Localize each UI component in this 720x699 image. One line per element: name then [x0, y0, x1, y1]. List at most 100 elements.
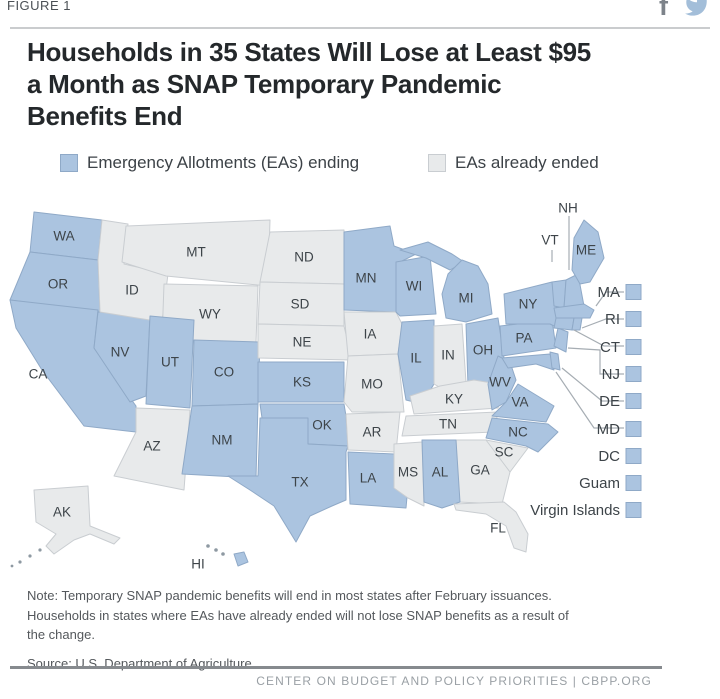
state-label-AL: AL — [432, 465, 449, 480]
state-label-SD: SD — [291, 297, 310, 312]
legend-swatch-ending-icon — [60, 154, 78, 172]
state-label-NM: NM — [212, 433, 233, 448]
state-label-TN: TN — [439, 417, 457, 432]
state-label-NH: NH — [558, 201, 578, 216]
state-NC — [485, 417, 559, 453]
state-HI — [233, 551, 249, 567]
header-divider — [10, 27, 710, 29]
state-shapes — [9, 211, 605, 567]
state-MD — [501, 353, 555, 371]
state-MA — [553, 303, 595, 319]
state-TX — [227, 417, 349, 543]
state-label-AK: AK — [53, 505, 71, 520]
state-label-MI: MI — [459, 291, 474, 306]
state-ME — [571, 219, 605, 285]
state-AL — [421, 439, 461, 509]
state-label-VT: VT — [541, 233, 558, 248]
state-label-CO: CO — [214, 365, 234, 380]
title-line: Benefits End — [27, 101, 183, 131]
callout-label-nj: NJ — [602, 366, 620, 383]
state-VA — [491, 383, 555, 423]
title-line: a Month as SNAP Temporary Pandemic — [27, 69, 502, 99]
callout-label-md: MD — [597, 421, 620, 438]
callout-swatch-guam-icon — [625, 475, 642, 491]
state-CT — [553, 317, 575, 331]
state-label-KS: KS — [293, 375, 311, 390]
state-MS — [393, 441, 425, 507]
twitter-icon[interactable] — [682, 0, 712, 19]
state-label-CA: CA — [29, 367, 48, 382]
callout-leader-lines — [551, 216, 624, 429]
state-label-GA: GA — [470, 463, 490, 478]
source-line: Source: U.S. Department of Agriculture — [27, 655, 252, 671]
state-NJ — [553, 327, 569, 353]
callout-swatch-dc-icon — [625, 448, 642, 464]
note-line: Note: Temporary SNAP pandemic benefits w… — [27, 588, 552, 603]
state-label-MS: MS — [398, 465, 418, 480]
state-FL — [453, 501, 529, 553]
state-label-NE: NE — [293, 335, 312, 350]
state-label-MN: MN — [356, 271, 377, 286]
state-label-WA: WA — [53, 229, 74, 244]
state-MN — [343, 225, 417, 313]
state-label-MO: MO — [361, 377, 383, 392]
callout-label-de: DE — [599, 393, 620, 410]
state-label-NC: NC — [508, 425, 528, 440]
note-line: the change. — [27, 627, 95, 642]
callout-swatch-virgin-islands-icon — [625, 502, 642, 518]
state-label-VA: VA — [511, 395, 528, 410]
state-label-NY: NY — [519, 297, 538, 312]
state-label-ND: ND — [294, 250, 314, 265]
state-RI — [571, 317, 583, 331]
state-label-OK: OK — [312, 418, 332, 433]
callout-swatch-ct-icon — [625, 339, 642, 355]
state-label-WI: WI — [406, 279, 423, 294]
facebook-icon[interactable]: f — [659, 0, 668, 21]
legend-item-ended: EAs already ended — [428, 153, 599, 173]
state-label-AZ: AZ — [143, 439, 160, 454]
state-label-OR: OR — [48, 277, 69, 292]
figure-label: FIGURE 1 — [7, 0, 71, 13]
callout-label-ri: RI — [605, 311, 620, 328]
state-AZ — [113, 407, 191, 491]
note: Note: Temporary SNAP pandemic benefits w… — [27, 586, 587, 673]
footer-divider — [10, 666, 662, 669]
state-label-LA: LA — [360, 471, 377, 486]
callout-label-guam: Guam — [579, 475, 620, 492]
callout-column: MA RI CT NJ DE MD DC Guam Virgin Islands — [530, 284, 642, 519]
island-dots — [10, 544, 225, 568]
state-label-PA: PA — [515, 331, 532, 346]
state-label-IN: IN — [441, 348, 455, 363]
state-MI — [441, 259, 493, 323]
state-MT — [121, 219, 271, 287]
state-DE — [549, 351, 561, 371]
state-labels: WA OR CA NV ID MT WY UT CO AZ NM ND SD NE KS OK TX MN IA MO… — [29, 201, 597, 572]
legend-label-ending: Emergency Allotments (EAs) ending — [87, 153, 360, 172]
note-line: Households in states where EAs have alre… — [27, 607, 569, 623]
callout-swatch-ri-icon — [625, 311, 642, 327]
callout-label-virgin-islands: Virgin Islands — [530, 502, 620, 519]
state-label-NV: NV — [111, 345, 130, 360]
callout-swatch-nj-icon — [625, 366, 642, 382]
footer-credit: CENTER ON BUDGET AND POLICY PRIORITIES |… — [256, 674, 652, 688]
callout-label-ma: MA — [598, 284, 621, 301]
state-label-WV: WV — [489, 375, 511, 390]
state-AK — [33, 485, 121, 555]
page-title: Households in 35 States Will Lose at Lea… — [27, 36, 591, 132]
legend-swatch-ended-icon — [428, 154, 446, 172]
legend: Emergency Allotments (EAs) ending EAs al… — [0, 153, 720, 175]
state-label-IA: IA — [364, 327, 377, 342]
state-label-HI: HI — [191, 557, 205, 572]
callout-swatch-de-icon — [625, 393, 642, 409]
callout-swatch-md-icon — [625, 421, 642, 437]
state-label-SC: SC — [495, 445, 514, 460]
us-choropleth-map: WA OR CA NV ID MT WY UT CO AZ NM ND SD NE KS OK TX MN IA MO… — [9, 201, 642, 572]
title-line: Households in 35 States Will Lose at Lea… — [27, 37, 591, 67]
state-MO — [343, 353, 405, 413]
state-label-MT: MT — [186, 245, 206, 260]
state-label-ID: ID — [125, 283, 139, 298]
state-label-OH: OH — [473, 343, 493, 358]
callout-label-ct: CT — [600, 339, 620, 356]
state-label-KY: KY — [445, 392, 463, 407]
